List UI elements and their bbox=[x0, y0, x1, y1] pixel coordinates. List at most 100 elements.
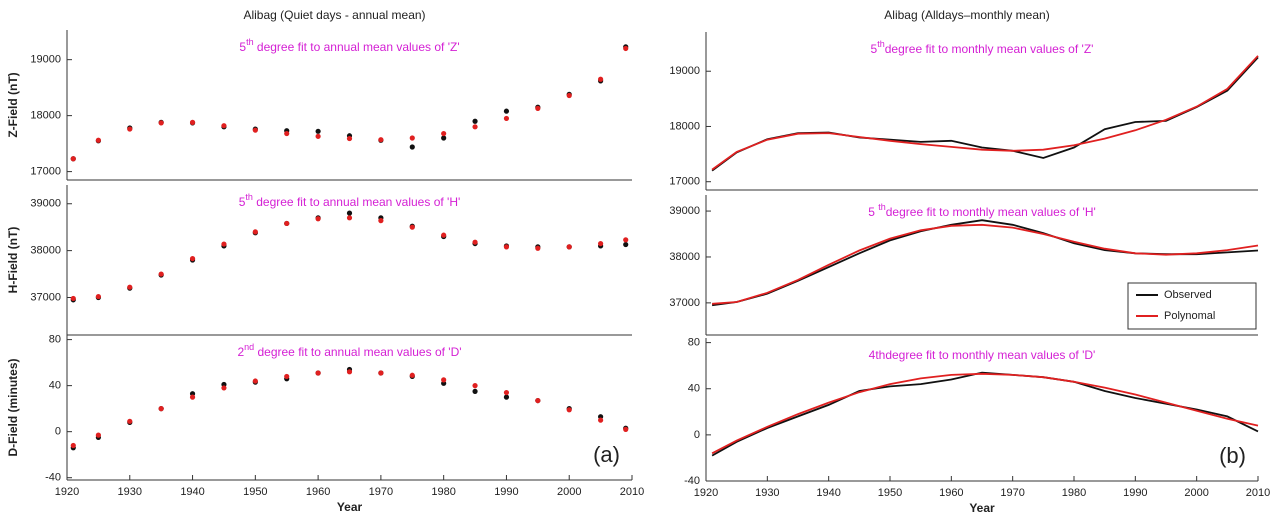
data-point bbox=[127, 284, 133, 290]
data-point bbox=[441, 135, 447, 141]
x-tick-label: 1960 bbox=[939, 487, 963, 499]
data-point bbox=[566, 407, 572, 413]
x-tick-label: 1970 bbox=[369, 486, 393, 498]
x-tick-label: 1930 bbox=[118, 486, 142, 498]
annotation: 5th degree fit to annual mean values of … bbox=[239, 192, 461, 209]
x-tick-label: 1970 bbox=[1000, 487, 1024, 499]
data-point bbox=[472, 388, 478, 394]
annotation-text: degree fit to annual mean values of 'D' bbox=[254, 345, 461, 359]
data-point bbox=[70, 156, 76, 162]
data-point bbox=[566, 244, 572, 250]
data-point bbox=[503, 394, 510, 400]
data-point bbox=[284, 373, 290, 380]
annotation-text: 5 bbox=[868, 205, 878, 219]
y-tick-label: 37000 bbox=[30, 291, 61, 303]
y-axis-title: D-Field (minutes) bbox=[6, 358, 20, 456]
data-point bbox=[189, 255, 196, 262]
data-point bbox=[315, 128, 321, 134]
x-tick-label: 1960 bbox=[306, 486, 330, 498]
y-tick-label: 80 bbox=[688, 337, 700, 349]
data-point bbox=[503, 115, 510, 122]
data-point bbox=[441, 130, 447, 137]
annotation: 5thdegree fit to monthly mean values of … bbox=[871, 39, 1094, 56]
data-point bbox=[503, 389, 510, 396]
x-axis-title: Year bbox=[337, 500, 363, 514]
x-tick-label: 1950 bbox=[878, 487, 902, 499]
annotation: 2nd degree fit to annual mean values of … bbox=[237, 342, 461, 359]
data-point bbox=[315, 370, 321, 376]
data-point bbox=[623, 237, 629, 243]
data-point bbox=[315, 133, 321, 139]
x-tick-label: 1920 bbox=[694, 487, 718, 499]
data-point bbox=[598, 417, 604, 423]
annotation-text: degree fit to annual mean values of 'Z' bbox=[254, 40, 460, 54]
data-point bbox=[472, 239, 478, 245]
data-point bbox=[346, 215, 353, 221]
x-tick-label: 1920 bbox=[55, 486, 79, 498]
data-line bbox=[711, 371, 1259, 457]
annotation-superscript: th bbox=[246, 37, 254, 47]
y-tick-label: 19000 bbox=[30, 54, 61, 66]
data-point bbox=[472, 383, 478, 389]
data-point bbox=[472, 118, 478, 124]
data-point bbox=[503, 108, 510, 114]
panel-label: (a) bbox=[593, 442, 620, 467]
y-tick-label: 40 bbox=[688, 383, 700, 395]
data-point bbox=[189, 394, 196, 400]
data-line bbox=[712, 223, 1259, 305]
data-point bbox=[158, 271, 164, 277]
data-point bbox=[284, 220, 290, 227]
y-tick-label: 39000 bbox=[669, 205, 700, 217]
x-tick-label: 1980 bbox=[431, 486, 455, 498]
data-point bbox=[378, 218, 384, 224]
annotation-text: 4thdegree fit to monthly mean values of … bbox=[869, 348, 1096, 362]
x-tick-label: 2000 bbox=[557, 486, 581, 498]
y-tick-label: 17000 bbox=[669, 176, 700, 188]
y-tick-label: 37000 bbox=[669, 297, 700, 309]
annotation-text: 5 bbox=[239, 40, 246, 54]
data-point bbox=[346, 210, 353, 216]
data-point bbox=[623, 426, 629, 432]
data-point bbox=[189, 119, 196, 125]
data-point bbox=[315, 216, 321, 222]
y-tick-label: 38000 bbox=[669, 251, 700, 263]
data-point bbox=[441, 377, 447, 383]
x-tick-label: 2010 bbox=[1246, 487, 1270, 499]
data-point bbox=[378, 370, 384, 376]
data-point bbox=[535, 397, 541, 404]
annotation-text: 5 bbox=[239, 195, 246, 209]
data-point bbox=[221, 385, 227, 391]
y-tick-label: -40 bbox=[45, 472, 61, 484]
data-point bbox=[598, 76, 604, 82]
annotation-superscript: th bbox=[878, 202, 886, 212]
data-point bbox=[284, 130, 290, 137]
data-point bbox=[95, 293, 101, 300]
data-point bbox=[95, 137, 101, 143]
data-line bbox=[711, 55, 1259, 171]
x-tick-label: 2000 bbox=[1184, 487, 1208, 499]
data-point bbox=[127, 126, 133, 132]
data-point bbox=[409, 372, 415, 378]
y-tick-label: 39000 bbox=[30, 198, 61, 210]
y-tick-label: -40 bbox=[684, 475, 700, 487]
data-point bbox=[252, 378, 258, 384]
legend-label: Polynomal bbox=[1164, 310, 1215, 322]
y-axis-title: H-Field (nT) bbox=[6, 227, 20, 294]
y-tick-label: 38000 bbox=[30, 245, 61, 257]
annotation-superscript: nd bbox=[244, 342, 254, 352]
data-point bbox=[70, 295, 76, 302]
panel-label: (b) bbox=[1219, 443, 1246, 468]
x-tick-label: 1950 bbox=[243, 486, 267, 498]
data-point bbox=[623, 45, 629, 52]
annotation-text: degree fit to monthly mean values of 'Z' bbox=[885, 42, 1094, 56]
data-point bbox=[158, 406, 164, 412]
data-point bbox=[409, 144, 415, 150]
data-point bbox=[70, 442, 76, 449]
legend-label: Observed bbox=[1164, 289, 1212, 301]
data-point bbox=[252, 127, 258, 133]
data-point bbox=[346, 135, 353, 142]
data-point bbox=[441, 232, 447, 238]
y-tick-label: 80 bbox=[49, 334, 61, 346]
y-tick-label: 19000 bbox=[669, 65, 700, 77]
